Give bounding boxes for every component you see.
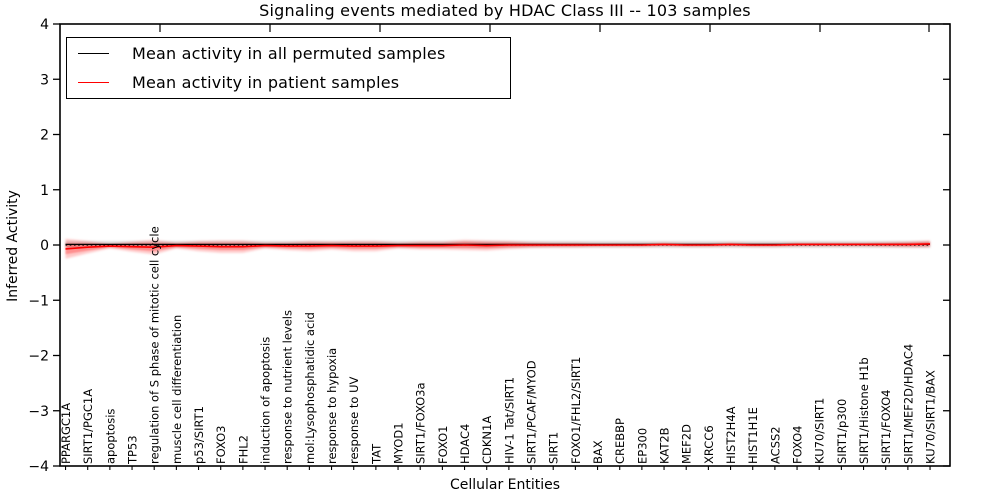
x-category-label: HDAC4 xyxy=(458,424,472,464)
x-category-label: apoptosis xyxy=(103,409,117,464)
x-category-label: FHL2 xyxy=(236,435,250,464)
x-category-label: SIRT1/MEF2D/HDAC4 xyxy=(901,344,915,464)
x-category-label: CREBBP xyxy=(613,418,627,464)
x-category-label: BAX xyxy=(591,440,605,464)
x-category-label: SIRT1/PGC1A xyxy=(81,389,95,464)
y-tick-label: 2 xyxy=(40,128,49,144)
x-category-label: FOXO3 xyxy=(214,426,228,464)
legend: Mean activity in all permuted samples Me… xyxy=(66,37,511,99)
x-category-label: TAT xyxy=(369,443,383,465)
x-category-label: SIRT1/FOXO3a xyxy=(414,382,428,464)
x-category-label: SIRT1/Histone H1b xyxy=(857,357,871,464)
x-category-label: KU70/SIRT1/BAX xyxy=(924,370,938,464)
x-category-label: SIRT1/p300 xyxy=(835,399,849,464)
y-tick-label: 3 xyxy=(40,72,49,88)
legend-line-sample-permuted xyxy=(78,53,109,54)
x-category-label: HIST2H4A xyxy=(724,406,738,464)
chart-title: Signaling events mediated by HDAC Class … xyxy=(259,1,751,20)
y-tick-label: 1 xyxy=(40,183,49,199)
x-category-label: HIV-1 Tat/SIRT1 xyxy=(502,377,516,464)
x-category-label: response to nutrient levels xyxy=(281,310,295,464)
x-category-label: regulation of S phase of mitotic cell cy… xyxy=(148,226,162,464)
x-category-label: FOXO1 xyxy=(436,426,450,464)
y-tick-label: 4 xyxy=(40,17,49,33)
legend-line-sample-patient xyxy=(78,82,109,83)
legend-entry-patient: Mean activity in patient samples xyxy=(78,68,510,97)
x-category-label: CDKN1A xyxy=(480,416,494,464)
x-category-label: mol:Lysophosphatidic acid xyxy=(303,312,317,464)
x-category-label: FOXO4 xyxy=(791,426,805,464)
x-category-label: PPARGC1A xyxy=(59,403,73,464)
x-category-label: TP53 xyxy=(126,435,140,465)
x-category-label: SIRT1 xyxy=(547,432,561,464)
x-axis-label: Cellular Entities xyxy=(449,477,561,493)
legend-entry-permuted: Mean activity in all permuted samples xyxy=(78,39,510,68)
x-category-label: EP300 xyxy=(635,428,649,464)
x-category-label: response to hypoxia xyxy=(325,348,339,464)
x-category-label: induction of apoptosis xyxy=(259,337,273,464)
x-category-label: ACSS2 xyxy=(768,426,782,464)
x-category-label: p53/SIRT1 xyxy=(192,406,206,464)
patient-mean-line xyxy=(65,243,931,250)
x-category-label: response to UV xyxy=(347,376,361,464)
x-category-label: muscle cell differentiation xyxy=(170,315,184,464)
x-category-label: SIRT1/FOXO4 xyxy=(879,389,893,464)
x-category-label: KU70/SIRT1 xyxy=(813,398,827,464)
y-tick-label: −3 xyxy=(28,404,49,420)
y-tick-label: −1 xyxy=(28,293,49,309)
legend-label-patient: Mean activity in patient samples xyxy=(132,73,400,92)
y-tick-label: −2 xyxy=(28,349,49,365)
x-category-label: HIST1H1E xyxy=(746,407,760,464)
x-category-label: MEF2D xyxy=(680,424,694,464)
x-category-label: KAT2B xyxy=(658,427,672,464)
x-category-label: SIRT1/PCAF/MYOD xyxy=(525,360,539,464)
x-category-label: MYOD1 xyxy=(392,422,406,464)
x-category-label: FOXO1/FHL2/SIRT1 xyxy=(569,357,583,464)
y-tick-label: 0 xyxy=(40,238,49,254)
x-category-label: XRCC6 xyxy=(702,425,716,464)
y-tick-label: −4 xyxy=(28,459,49,475)
legend-label-permuted: Mean activity in all permuted samples xyxy=(132,44,446,63)
